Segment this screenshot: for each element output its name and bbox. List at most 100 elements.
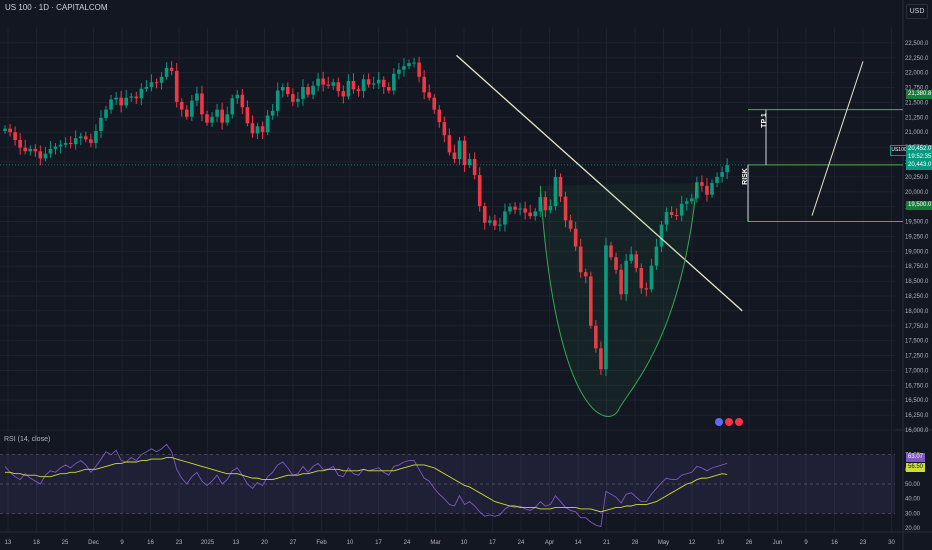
price-tick-label: 20,250.0 bbox=[905, 175, 929, 181]
last-price-tag: 20,443.0 bbox=[906, 161, 932, 170]
price-tick-label: 18,000.0 bbox=[905, 309, 929, 315]
candle bbox=[684, 201, 689, 204]
candle bbox=[705, 185, 709, 195]
price-tick-label: 21,250.0 bbox=[905, 115, 929, 121]
candle bbox=[422, 76, 426, 93]
rsi-tick-label: 20.00 bbox=[905, 526, 921, 532]
currency-button[interactable]: USD bbox=[906, 4, 928, 19]
candle bbox=[149, 82, 154, 87]
time-tick-label: 17 bbox=[375, 540, 382, 546]
event-icons[interactable] bbox=[715, 418, 743, 426]
candle bbox=[265, 115, 270, 133]
candle bbox=[462, 140, 467, 165]
candle bbox=[523, 208, 527, 213]
candle bbox=[614, 257, 618, 270]
candle bbox=[578, 246, 583, 273]
price-tick-label: 16,750.0 bbox=[905, 383, 929, 389]
tp-price-tag: 21,380.8 bbox=[906, 90, 932, 99]
candle bbox=[48, 148, 53, 154]
candle bbox=[58, 144, 63, 147]
countdown-tag: 19:52:35 bbox=[906, 153, 932, 162]
candle bbox=[427, 92, 431, 98]
candle bbox=[38, 151, 43, 159]
price-tick-label: 19,250.0 bbox=[905, 234, 929, 240]
candle bbox=[513, 206, 517, 210]
candle bbox=[457, 140, 462, 160]
candle bbox=[174, 70, 179, 102]
candle bbox=[604, 245, 608, 370]
trendline bbox=[456, 54, 743, 312]
candle bbox=[114, 97, 118, 100]
candle bbox=[452, 152, 457, 160]
symbol-title[interactable]: US 100 · 1D · CAPITALCOM bbox=[5, 3, 108, 12]
price-tick-label: 16,500.0 bbox=[905, 398, 929, 404]
candle bbox=[710, 182, 714, 195]
candle bbox=[28, 148, 33, 152]
candle bbox=[195, 93, 199, 101]
candle bbox=[639, 268, 644, 289]
time-tick-label: 16 bbox=[147, 540, 154, 546]
time-tick-label: 9 bbox=[804, 540, 808, 546]
candle bbox=[18, 139, 22, 148]
projection-line bbox=[811, 61, 864, 216]
candle bbox=[200, 93, 204, 115]
earnings-icon[interactable] bbox=[735, 418, 743, 426]
price-tick-label: 18,750.0 bbox=[905, 264, 929, 270]
candle bbox=[154, 82, 159, 84]
price-tick-label: 17,500.0 bbox=[905, 339, 929, 345]
rsi-tick-label: 50.00 bbox=[905, 482, 921, 488]
candle bbox=[13, 132, 17, 140]
candle bbox=[412, 62, 416, 64]
candle bbox=[649, 265, 654, 290]
cup-curve bbox=[539, 182, 698, 417]
time-tick-label: 23 bbox=[860, 540, 867, 546]
rsi-value-tag: 63.07 bbox=[906, 453, 926, 462]
price-tick-label: 17,750.0 bbox=[905, 324, 929, 330]
time-tick-label: 10 bbox=[461, 540, 468, 546]
event-icon[interactable] bbox=[715, 418, 723, 426]
candle bbox=[659, 224, 664, 247]
candle bbox=[89, 139, 93, 143]
time-tick-label: 26 bbox=[746, 540, 753, 546]
candle bbox=[296, 98, 300, 102]
price-tick-label: 22,500.0 bbox=[905, 41, 929, 47]
candle bbox=[538, 197, 543, 212]
time-tick-label: 23 bbox=[176, 540, 183, 546]
candle bbox=[331, 82, 336, 86]
candle bbox=[139, 88, 144, 99]
candle bbox=[508, 206, 512, 212]
candle bbox=[467, 159, 472, 165]
candle bbox=[493, 220, 497, 226]
candle bbox=[472, 159, 477, 176]
candle bbox=[533, 211, 538, 217]
time-tick-label: 21 bbox=[603, 540, 610, 546]
rsi-title[interactable]: RSI (14, close) bbox=[4, 436, 51, 443]
time-tick-label: 17 bbox=[489, 540, 496, 546]
candle bbox=[695, 182, 699, 199]
candle bbox=[432, 97, 437, 110]
time-tick-label: 18 bbox=[33, 540, 40, 546]
time-tick-label: Mar bbox=[430, 540, 440, 546]
candle bbox=[336, 82, 341, 92]
price-tick-label: 16,000.0 bbox=[905, 428, 929, 434]
candle bbox=[583, 272, 588, 277]
earnings-icon[interactable] bbox=[725, 418, 733, 426]
candle bbox=[594, 325, 598, 349]
rsi-ma-line bbox=[5, 457, 728, 513]
candle bbox=[690, 198, 694, 202]
time-tick-label: 19 bbox=[717, 540, 724, 546]
candle bbox=[674, 215, 679, 217]
candle bbox=[326, 84, 330, 86]
price-tick-label: 20,000.0 bbox=[905, 190, 929, 196]
candle bbox=[381, 79, 386, 87]
candle bbox=[407, 63, 411, 67]
candle bbox=[376, 79, 381, 84]
price-tick-label: 19,000.0 bbox=[905, 249, 929, 255]
time-tick-label: 13 bbox=[233, 540, 240, 546]
candle bbox=[518, 208, 522, 210]
candle bbox=[397, 69, 401, 74]
time-tick-label: 12 bbox=[689, 540, 696, 546]
rsi-ma-value-tag: 56.50 bbox=[906, 463, 926, 472]
candle bbox=[589, 276, 593, 326]
